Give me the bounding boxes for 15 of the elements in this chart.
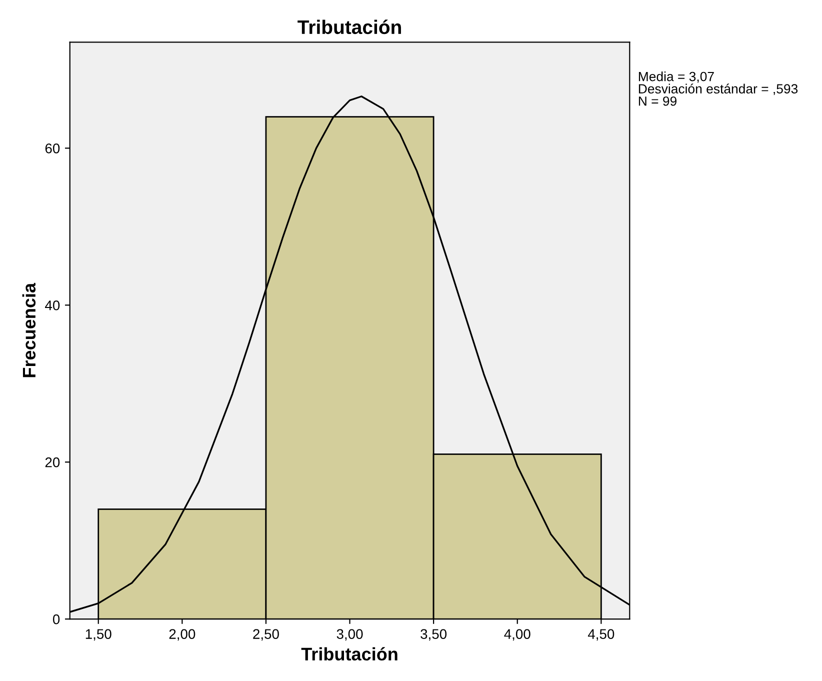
y-tick-label: 60 [45, 144, 60, 154]
x-tick-label: 2,00 [169, 629, 196, 641]
y-axis-title: Frecuencia [22, 282, 36, 378]
y-tick-label: 40 [45, 300, 60, 310]
x-tick-label: 1,50 [86, 629, 112, 641]
text: Media = 3,07 Desviación estándar = ,593 N = 99 [638, 72, 798, 106]
x-tick-label: 2,50 [253, 629, 279, 641]
x-tick-label: 3,00 [336, 629, 363, 641]
x-tick-label: 4,50 [588, 629, 614, 641]
y-tick-label: 20 [45, 457, 60, 468]
x-axis-title: Tributación [301, 647, 398, 661]
y-tick-label: 0 [52, 614, 60, 624]
chart-title: Tributación [298, 20, 401, 34]
x-tick-label: 4,00 [504, 629, 530, 641]
x-tick-label: 3,50 [420, 629, 447, 641]
